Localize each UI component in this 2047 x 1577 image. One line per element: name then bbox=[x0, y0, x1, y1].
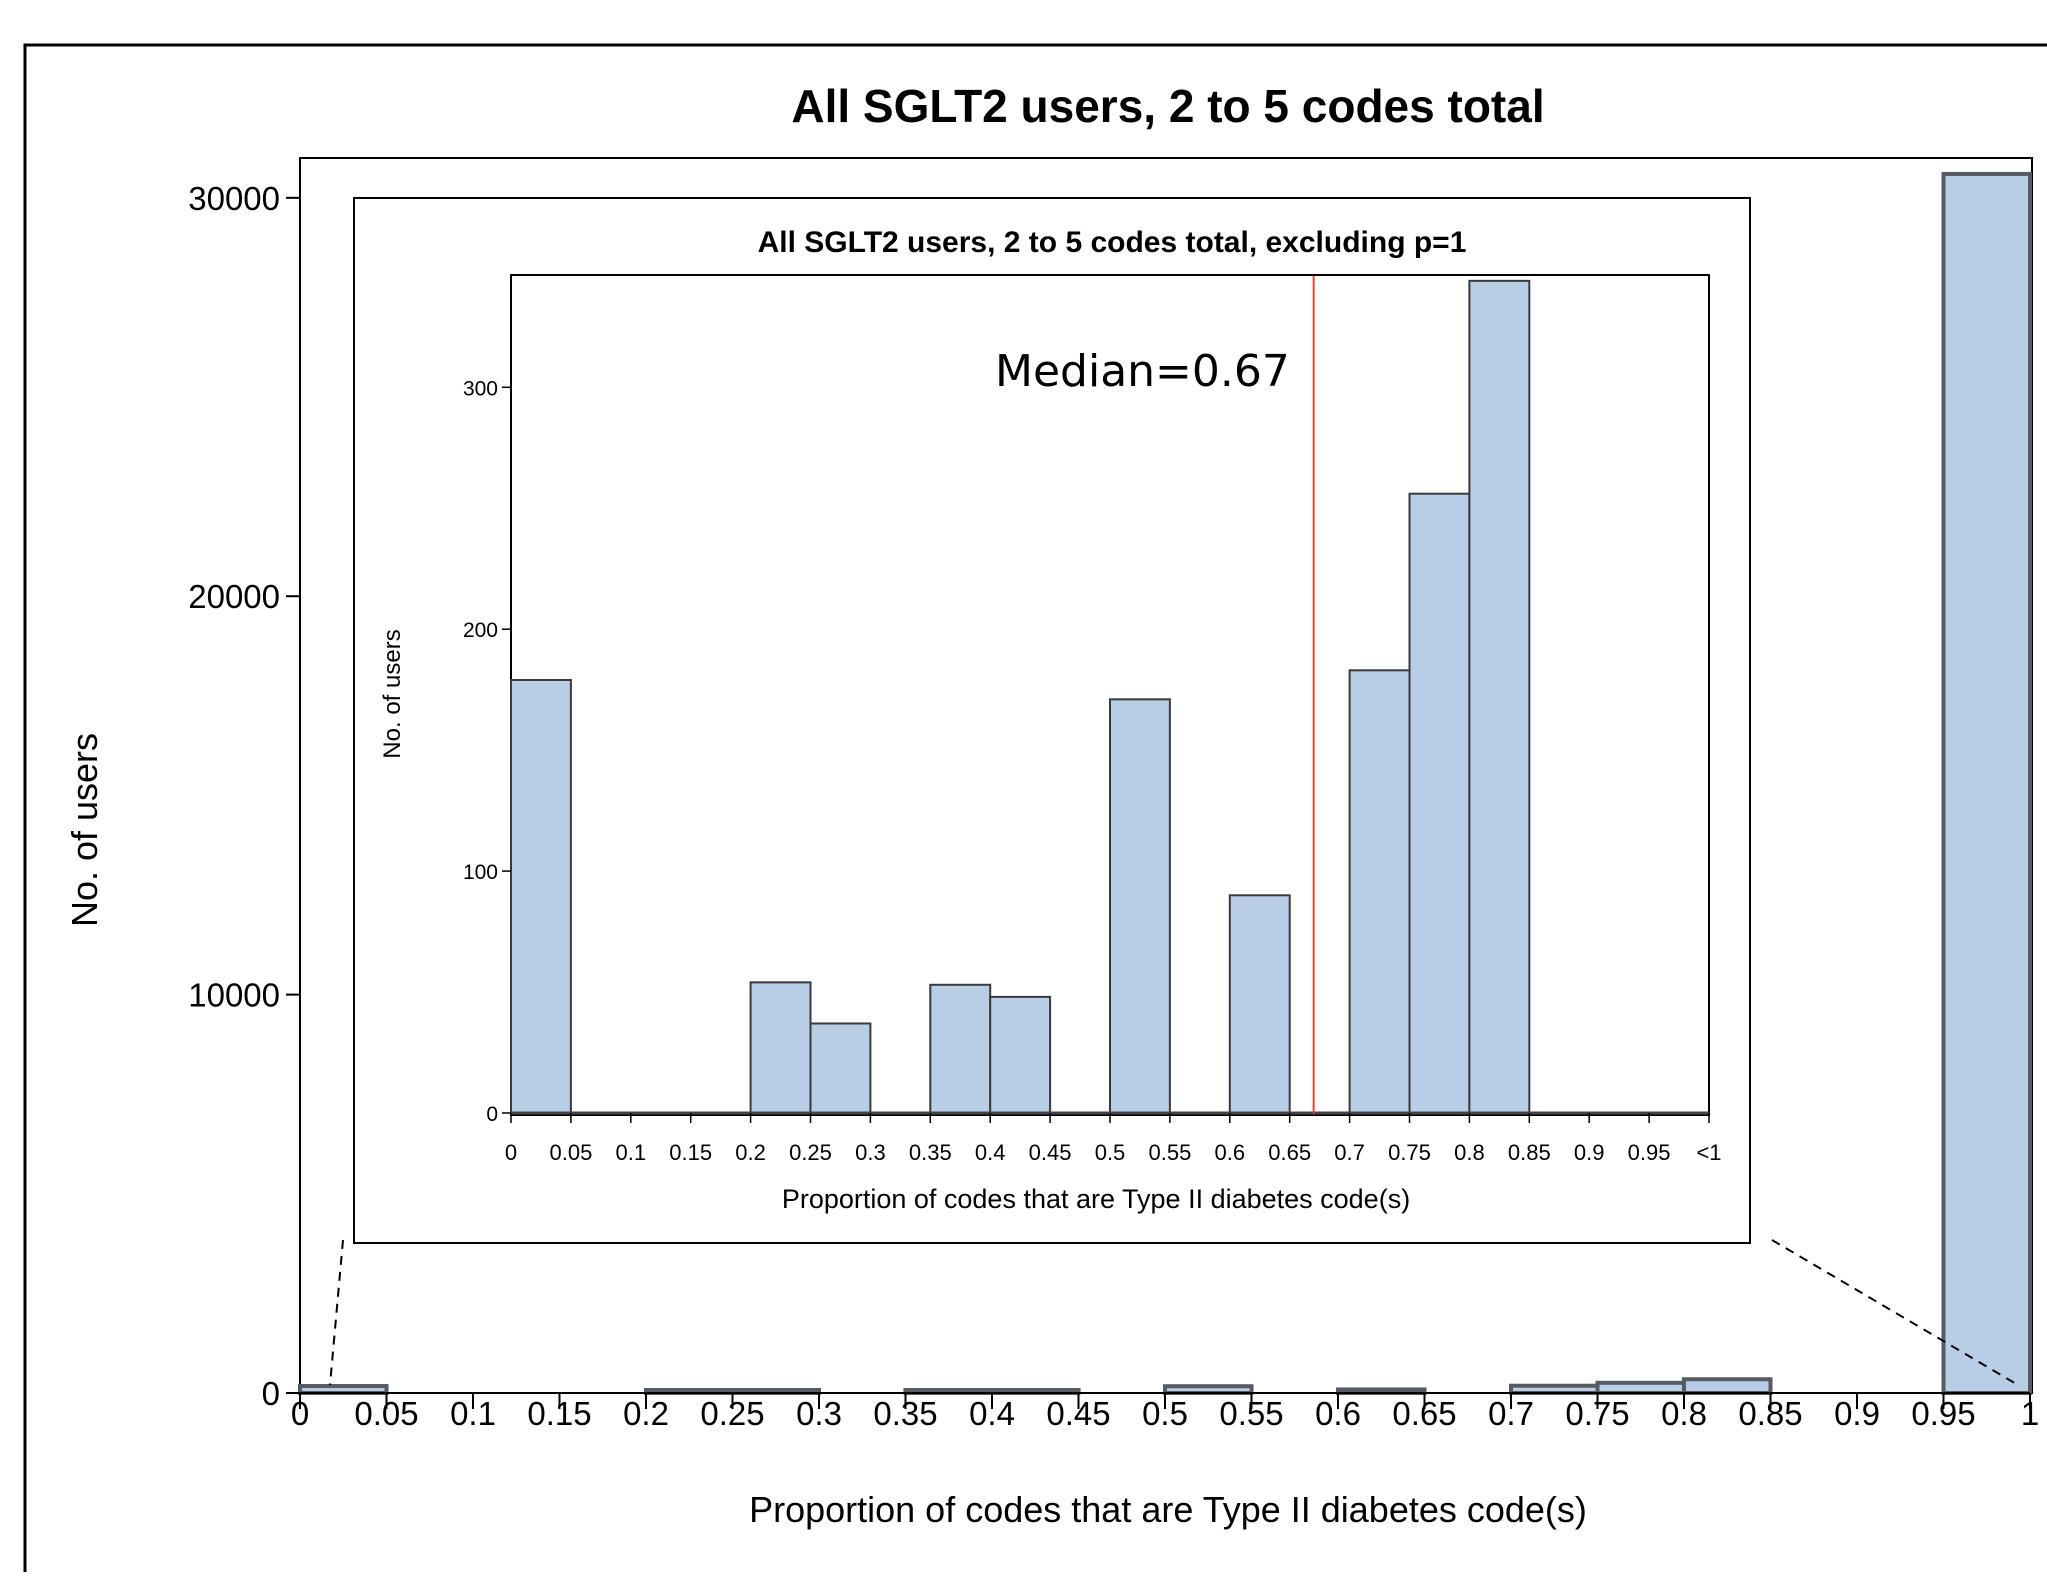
inset-x-tick-label: 0.5 bbox=[1095, 1140, 1126, 1165]
inset-x-tick-label: 0.85 bbox=[1508, 1140, 1551, 1165]
inset-bar bbox=[1348, 669, 1411, 1115]
main-x-tick-label: 0.95 bbox=[1911, 1395, 1975, 1432]
inset-bars bbox=[510, 279, 1709, 1115]
main-x-tick-label: 0.75 bbox=[1565, 1395, 1629, 1432]
inset-x-axis-label: Proportion of codes that are Type II dia… bbox=[782, 1184, 1410, 1214]
inset-y-axis-label: No. of users bbox=[379, 629, 406, 758]
zoom-connector-left bbox=[329, 1239, 344, 1386]
inset-x-tick-label: <1 bbox=[1696, 1140, 1721, 1165]
main-x-tick-label: 0.6 bbox=[1315, 1395, 1361, 1432]
inset-y-tick-label: 100 bbox=[463, 861, 498, 884]
main-bar bbox=[1509, 1383, 1600, 1395]
inset-x-tick-label: 0.7 bbox=[1334, 1140, 1365, 1165]
inset-bar bbox=[809, 1022, 872, 1114]
main-bar bbox=[1595, 1380, 1686, 1395]
main-chart-title: All SGLT2 users, 2 to 5 codes total bbox=[791, 80, 1544, 132]
inset-bar bbox=[989, 995, 1052, 1115]
main-x-tick-label: 0.15 bbox=[527, 1395, 591, 1432]
inset-x-tick-label: 0.25 bbox=[789, 1140, 832, 1165]
main-y-tick-label: 0 bbox=[262, 1375, 280, 1412]
main-x-tick-label: 0.4 bbox=[969, 1395, 1015, 1432]
main-x-tick-label: 0.7 bbox=[1488, 1395, 1534, 1432]
main-x-tick-label: 0.65 bbox=[1392, 1395, 1456, 1432]
main-x-tick-label: 0.05 bbox=[354, 1395, 418, 1432]
main-x-tick-label: 0.25 bbox=[700, 1395, 764, 1432]
inset-x-tick-label: 0.55 bbox=[1148, 1140, 1191, 1165]
inset-x-tick-label: 0.15 bbox=[669, 1140, 712, 1165]
main-bar bbox=[1941, 171, 2032, 1396]
inset-bar bbox=[929, 983, 992, 1114]
main-x-tick-label: 0.3 bbox=[796, 1395, 842, 1432]
main-y-axis-label: No. of users bbox=[64, 733, 105, 927]
main-x-tick-label: 0.55 bbox=[1219, 1395, 1283, 1432]
main-y-tick-label: 10000 bbox=[188, 977, 280, 1014]
inset-x-axis: 0 0.05 0.1 0.15 0.2 0.25 0.3 0.35 0.4 0.45 0.5 0.55… bbox=[505, 1113, 1722, 1165]
inset-x-tick-label: 0.6 bbox=[1215, 1140, 1246, 1165]
inset-x-tick-label: 0.3 bbox=[855, 1140, 886, 1165]
inset-x-tick-label: 0 bbox=[505, 1140, 517, 1165]
inset-x-tick-label: 0.95 bbox=[1628, 1140, 1671, 1165]
inset-x-tick-label: 0.4 bbox=[975, 1140, 1006, 1165]
inset-x-tick-label: 0.8 bbox=[1454, 1140, 1485, 1165]
inset-bar bbox=[1109, 698, 1171, 1114]
main-x-axis: 0 0.05 0.1 0.15 0.2 0.25 0.3 0.35 0.4 0.45 0.5 0.55… bbox=[291, 1392, 2039, 1432]
main-x-tick-label: 0.9 bbox=[1834, 1395, 1880, 1432]
main-x-tick-label: 0.1 bbox=[450, 1395, 496, 1432]
main-x-tick-label: 0.2 bbox=[623, 1395, 669, 1432]
main-bar bbox=[1163, 1384, 1254, 1395]
inset-x-tick-label: 0.75 bbox=[1388, 1140, 1431, 1165]
inset-y-tick-label: 300 bbox=[463, 377, 498, 400]
main-y-axis: 0 10000 20000 30000 bbox=[188, 180, 300, 1412]
inset-x-tick-label: 0.9 bbox=[1574, 1140, 1605, 1165]
main-x-axis-label: Proportion of codes that are Type II dia… bbox=[749, 1489, 1587, 1530]
inset-x-tick-label: 0.35 bbox=[909, 1140, 952, 1165]
inset-bar bbox=[1228, 894, 1291, 1115]
main-x-tick-label: 0.5 bbox=[1142, 1395, 1188, 1432]
inset-y-tick-label: 200 bbox=[463, 619, 498, 642]
main-y-tick-label: 30000 bbox=[188, 180, 280, 217]
inset-bar bbox=[510, 678, 572, 1114]
main-bar bbox=[298, 1384, 389, 1395]
main-x-tick-label: 0.8 bbox=[1661, 1395, 1707, 1432]
median-annotation: Median=0.67 bbox=[995, 346, 1290, 397]
main-x-tick-label: 1 bbox=[2021, 1395, 2039, 1432]
main-x-tick-label: 0.45 bbox=[1046, 1395, 1110, 1432]
main-x-tick-label: 0.35 bbox=[873, 1395, 937, 1432]
inset-x-tick-label: 0.05 bbox=[549, 1140, 592, 1165]
inset-x-tick-label: 0.45 bbox=[1029, 1140, 1072, 1165]
inset-x-tick-label: 0.65 bbox=[1268, 1140, 1311, 1165]
main-x-tick-label: 0.85 bbox=[1738, 1395, 1802, 1432]
inset-bar bbox=[1408, 492, 1471, 1115]
inset-bar bbox=[749, 981, 812, 1114]
inset-chart-title: All SGLT2 users, 2 to 5 codes total, exc… bbox=[758, 226, 1467, 259]
inset-x-tick-label: 0.1 bbox=[616, 1140, 647, 1165]
main-x-tick-label: 0 bbox=[291, 1395, 309, 1432]
inset-x-tick-label: 0.2 bbox=[735, 1140, 766, 1165]
inset-y-tick-label: 0 bbox=[486, 1103, 498, 1126]
inset-y-axis: 0 100 200 300 bbox=[463, 377, 511, 1126]
inset-bar bbox=[1468, 279, 1531, 1115]
main-y-tick-label: 20000 bbox=[188, 578, 280, 615]
main-bar bbox=[1682, 1377, 1773, 1395]
